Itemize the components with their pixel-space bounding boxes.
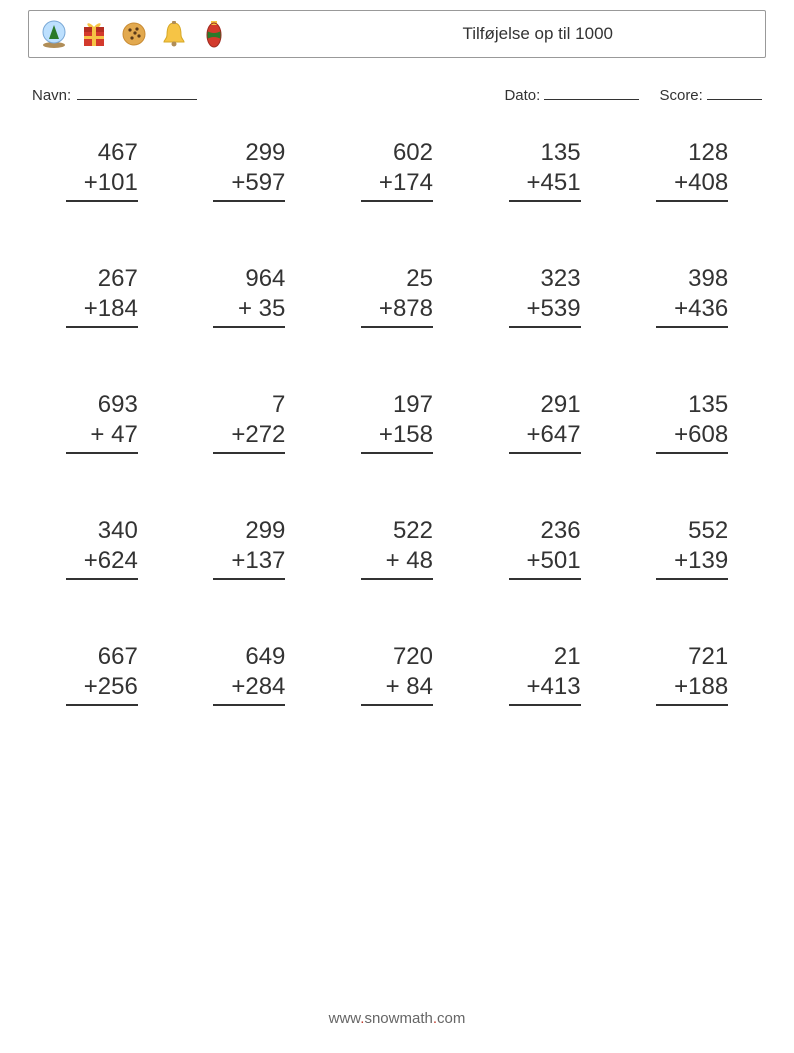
addend-bottom: +624 (66, 546, 138, 580)
problem: 552+139 (618, 516, 766, 580)
addend-top: 720 (361, 642, 433, 672)
addend-bottom: + 47 (66, 420, 138, 454)
addend-top: 299 (213, 516, 285, 546)
name-blank[interactable] (77, 86, 197, 100)
problem: 398+436 (618, 264, 766, 328)
date-label: Dato: (504, 87, 540, 104)
addend-bottom: + 84 (361, 672, 433, 706)
footer-url: www.snowmath.com (0, 1010, 794, 1027)
gift-icon (81, 19, 107, 49)
addend-bottom: +413 (509, 672, 581, 706)
problem: 128+408 (618, 138, 766, 202)
addend-top: 693 (66, 390, 138, 420)
problem: 649+284 (176, 642, 324, 706)
addend-top: 21 (509, 642, 581, 672)
problem: 135+608 (618, 390, 766, 454)
addend-bottom: +158 (361, 420, 433, 454)
bell-icon (161, 19, 187, 49)
addend-top: 291 (509, 390, 581, 420)
addend-top: 467 (66, 138, 138, 168)
date-blank[interactable] (544, 86, 639, 100)
problem: 25+878 (323, 264, 471, 328)
problem: 323+539 (471, 264, 619, 328)
name-label: Navn: (32, 87, 71, 104)
addend-top: 7 (213, 390, 285, 420)
addend-top: 964 (213, 264, 285, 294)
addend-top: 299 (213, 138, 285, 168)
addend-bottom: +188 (656, 672, 728, 706)
header-icons (41, 19, 227, 49)
addend-bottom: +139 (656, 546, 728, 580)
addend-top: 602 (361, 138, 433, 168)
problem: 267+184 (28, 264, 176, 328)
addend-top: 721 (656, 642, 728, 672)
problem: 720+ 84 (323, 642, 471, 706)
ornament-icon (201, 19, 227, 49)
problem: 602+174 (323, 138, 471, 202)
addend-bottom: + 48 (361, 546, 433, 580)
addend-bottom: +284 (213, 672, 285, 706)
problem: 7+272 (176, 390, 324, 454)
problem: 340+624 (28, 516, 176, 580)
problem: 299+597 (176, 138, 324, 202)
addend-bottom: +272 (213, 420, 285, 454)
score-blank[interactable] (707, 86, 762, 100)
addend-bottom: +878 (361, 294, 433, 328)
problem: 721+188 (618, 642, 766, 706)
addend-top: 522 (361, 516, 433, 546)
score-label: Score: (659, 87, 702, 104)
addend-top: 236 (509, 516, 581, 546)
addend-top: 128 (656, 138, 728, 168)
addend-bottom: +408 (656, 168, 728, 202)
addend-top: 340 (66, 516, 138, 546)
addend-bottom: +597 (213, 168, 285, 202)
addend-top: 267 (66, 264, 138, 294)
addend-bottom: +101 (66, 168, 138, 202)
addend-bottom: +256 (66, 672, 138, 706)
addend-bottom: +174 (361, 168, 433, 202)
addend-bottom: +539 (509, 294, 581, 328)
addend-bottom: +501 (509, 546, 581, 580)
worksheet-title: Tilføjelse op til 1000 (462, 24, 613, 44)
problem: 667+256 (28, 642, 176, 706)
problem: 21+413 (471, 642, 619, 706)
addend-bottom: +451 (509, 168, 581, 202)
addend-top: 25 (361, 264, 433, 294)
addend-top: 323 (509, 264, 581, 294)
meta-row: Navn: Dato: Score: (32, 86, 762, 104)
addend-top: 649 (213, 642, 285, 672)
snowglobe-icon (41, 19, 67, 49)
problem: 197+158 (323, 390, 471, 454)
problem: 236+501 (471, 516, 619, 580)
addend-bottom: +647 (509, 420, 581, 454)
problem: 693+ 47 (28, 390, 176, 454)
problem: 467+101 (28, 138, 176, 202)
addend-top: 667 (66, 642, 138, 672)
problem: 299+137 (176, 516, 324, 580)
addend-top: 197 (361, 390, 433, 420)
problems-grid: 467+101299+597602+174135+451128+408267+1… (28, 138, 766, 706)
addend-top: 552 (656, 516, 728, 546)
addend-bottom: +436 (656, 294, 728, 328)
addend-bottom: +137 (213, 546, 285, 580)
problem: 964+ 35 (176, 264, 324, 328)
problem: 522+ 48 (323, 516, 471, 580)
addend-top: 135 (509, 138, 581, 168)
cookie-icon (121, 19, 147, 49)
addend-bottom: + 35 (213, 294, 285, 328)
problem: 135+451 (471, 138, 619, 202)
addend-top: 398 (656, 264, 728, 294)
addend-bottom: +608 (656, 420, 728, 454)
addend-top: 135 (656, 390, 728, 420)
addend-bottom: +184 (66, 294, 138, 328)
header-box: Tilføjelse op til 1000 (28, 10, 766, 58)
problem: 291+647 (471, 390, 619, 454)
